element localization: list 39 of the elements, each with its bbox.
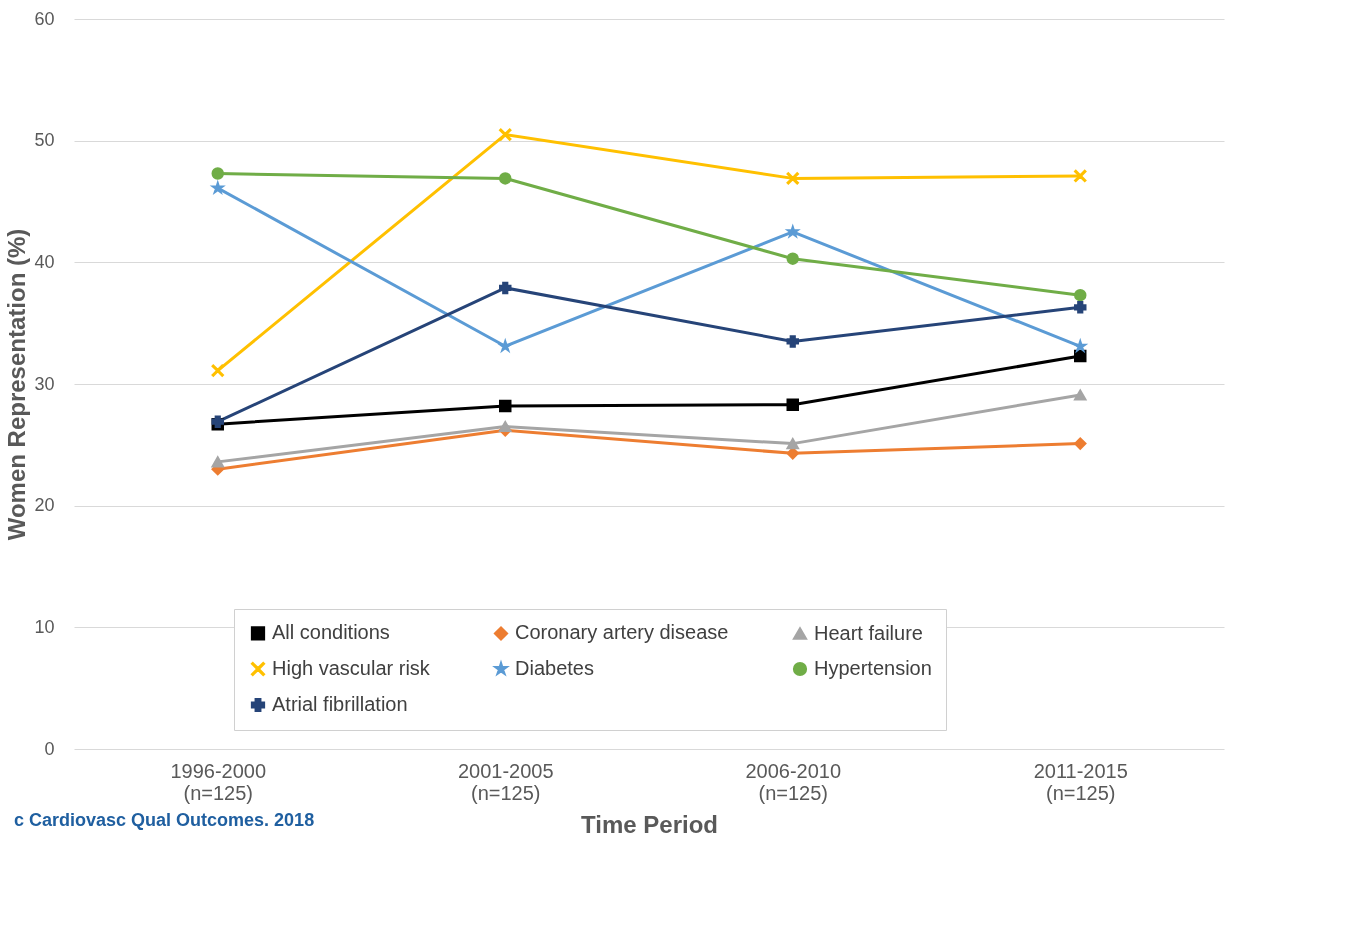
point [786,438,799,450]
point [786,335,799,348]
point [1074,301,1087,314]
point [1074,288,1087,302]
y-tick-label: 40 [34,251,55,272]
point [499,399,512,413]
legend-label: Diabetes [515,657,594,679]
legend-label: All conditions [272,621,390,644]
y-tick-label: 60 [34,8,55,29]
point [499,172,512,185]
legend-label: Coronary artery disease [515,621,729,644]
point [1074,389,1087,401]
point [211,167,224,180]
point [1074,437,1087,450]
y-tick-label: 20 [34,495,55,516]
y-tick-label: 50 [34,130,55,151]
point [786,172,799,185]
point [211,364,224,377]
x-tick-label: 2011-2015 (n=125) [1033,759,1128,804]
x-tick-label: 1996-2000 (n=125) [170,759,267,804]
x-axis-title: Time Period [581,810,718,838]
y-tick-label: 0 [44,738,55,759]
point [786,252,799,265]
legend-label: High vascular risk [272,657,431,679]
legend-label: Atrial fibrillation [272,693,408,715]
y-tick-label: 10 [34,616,55,637]
point [211,456,224,468]
legend-label: Heart failure [814,621,923,644]
point [499,281,512,295]
point [499,128,512,141]
point [1074,169,1087,183]
y-axis-title: Women Representation (%) [3,228,31,541]
point [786,398,799,411]
text: c Cardiovasc Qual Outcomes. 2018 [14,810,315,830]
legend-label: Hypertension [814,657,932,679]
x-tick-label: 2001-2005 (n=125) [457,759,554,804]
y-tick-label: 30 [34,373,55,394]
point [499,421,512,433]
x-tick-label: 2006-2010 (n=125) [745,759,842,804]
